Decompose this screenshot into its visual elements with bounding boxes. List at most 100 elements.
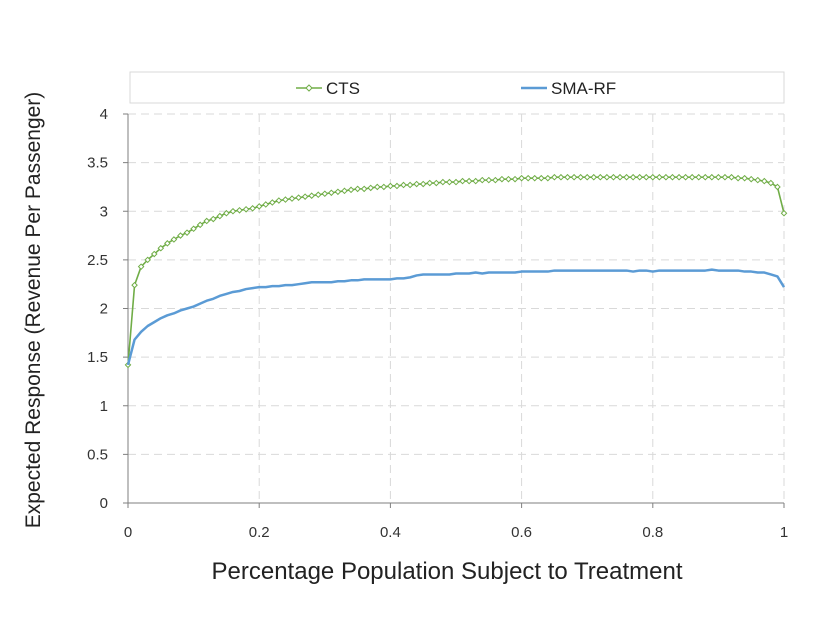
axes (123, 113, 785, 508)
data-point-cts (452, 178, 460, 186)
data-point-cts (675, 173, 683, 181)
data-point-cts (170, 236, 178, 243)
data-point-cts (183, 229, 191, 236)
data-point-cts (393, 182, 401, 190)
data-point-cts (354, 185, 361, 193)
data-point-cts (209, 215, 217, 223)
data-point-cts (216, 212, 224, 220)
data-point-cts (314, 191, 322, 199)
data-point-cts (426, 179, 434, 187)
data-point-cts (203, 217, 211, 225)
data-point-cts (531, 174, 539, 182)
series-sma-rf (126, 268, 786, 366)
data-point-cts (419, 180, 427, 188)
data-point-cts (669, 173, 676, 181)
data-point-cts (688, 173, 696, 181)
data-point-cts (373, 183, 381, 191)
data-point-cts (190, 225, 197, 233)
y-tick-label: 3.5 (87, 155, 108, 172)
data-point-cts (603, 173, 611, 181)
data-point-cts (282, 196, 289, 203)
y-tick-label: 2 (100, 301, 108, 318)
data-point-cts (334, 188, 342, 196)
data-point-cts (761, 177, 768, 185)
x-tick-label: 1 (780, 524, 788, 541)
data-point-cts (255, 203, 263, 210)
data-point-cts (682, 173, 689, 181)
data-point-cts (223, 209, 230, 217)
data-point-cts (347, 186, 355, 194)
data-point-cts (400, 181, 407, 189)
data-point-cts (649, 173, 657, 181)
data-point-cts (341, 187, 348, 195)
data-point-cts (472, 177, 479, 185)
data-point-cts (642, 173, 650, 181)
data-point-cts (236, 206, 243, 214)
data-point-cts (380, 183, 388, 191)
data-point-cts (478, 176, 486, 184)
data-point-cts (610, 173, 617, 181)
data-point-cts (295, 194, 302, 201)
data-point-cts (747, 175, 755, 183)
data-point-cts (780, 209, 788, 217)
data-point-cts (524, 174, 532, 182)
data-point-cts (701, 173, 709, 181)
legend-items: CTS SMA-RF (296, 79, 616, 98)
data-point-cts (767, 179, 775, 187)
data-point-cts (413, 180, 420, 188)
data-point-cts (492, 176, 499, 184)
data-point-cts (157, 244, 165, 252)
data-point-cts (387, 182, 394, 190)
data-point-cts (741, 174, 748, 182)
legend-marker-cts (305, 84, 313, 92)
data-point-cts (229, 207, 237, 215)
data-point-cts (570, 173, 578, 181)
data-point-cts (551, 173, 558, 181)
data-point-cts (406, 181, 414, 189)
data-point-cts (629, 173, 637, 181)
data-point-cts (367, 184, 375, 192)
data-point-cts (446, 178, 453, 186)
data-point-cts (308, 192, 315, 199)
data-point-cts (564, 173, 571, 181)
data-point-cts (557, 173, 565, 181)
series-line-sma-rf (126, 268, 786, 366)
data-point-cts (433, 179, 440, 187)
data-point-cts (662, 173, 670, 181)
data-point-cts (288, 195, 296, 202)
data-point-cts (695, 173, 703, 181)
data-point-cts (636, 173, 643, 181)
data-point-cts (321, 190, 329, 198)
data-point-cts (262, 201, 270, 208)
data-point-cts (754, 176, 762, 184)
data-point-cts (734, 174, 742, 182)
data-point-cts (590, 173, 598, 181)
legend-box (129, 71, 785, 104)
data-point-cts (131, 281, 138, 289)
data-point-cts (708, 173, 716, 181)
data-point-cts (577, 173, 584, 181)
legend-item-cts: CTS (296, 79, 360, 98)
x-tick-label: 0 (124, 524, 132, 541)
data-point-cts (505, 175, 512, 183)
x-tick-label: 0.6 (511, 524, 532, 541)
y-tick-label: 0.5 (87, 446, 108, 463)
data-point-cts (144, 256, 151, 264)
data-point-cts (196, 221, 204, 229)
data-point-cts (656, 173, 663, 181)
data-point-cts (597, 173, 604, 181)
x-tick-label: 0.8 (642, 524, 663, 541)
data-point-cts (721, 173, 729, 181)
data-point-cts (124, 361, 132, 369)
y-tick-label: 4 (100, 106, 108, 123)
y-tick-label: 1 (100, 398, 108, 415)
x-axis-title: Percentage Population Subject to Treatme… (212, 558, 683, 585)
data-point-cts (465, 177, 473, 185)
data-point-cts (537, 174, 545, 182)
data-point-cts (459, 177, 466, 185)
data-point-cts (137, 263, 145, 270)
series-cts (124, 173, 788, 369)
data-point-cts (544, 174, 552, 182)
